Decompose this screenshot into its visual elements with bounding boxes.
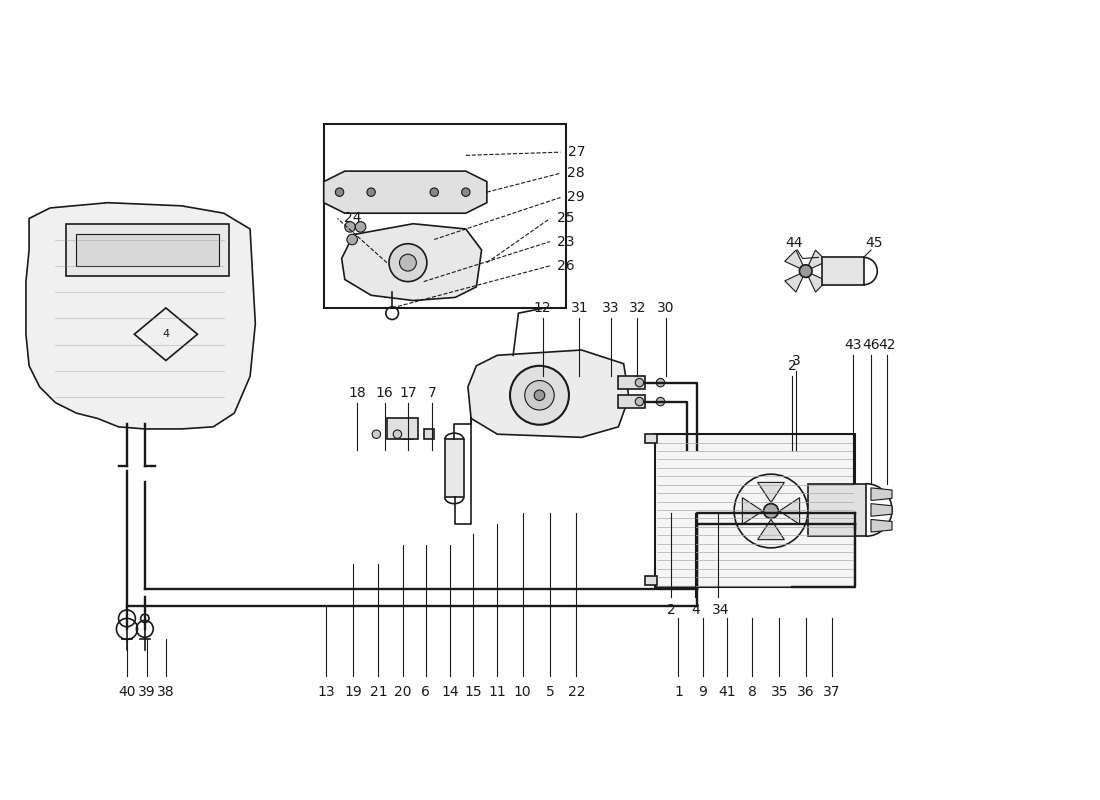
Polygon shape [871,488,892,501]
Text: 22: 22 [568,685,585,699]
Text: 28: 28 [568,166,585,180]
Polygon shape [871,504,892,516]
Bar [645,576,658,585]
Polygon shape [780,498,800,524]
Polygon shape [871,519,892,532]
Circle shape [336,188,343,196]
Text: 15: 15 [464,685,482,699]
Text: 25: 25 [557,211,574,226]
Text: 12: 12 [534,301,551,315]
Text: 4: 4 [691,603,700,617]
Polygon shape [758,519,784,540]
Polygon shape [805,250,827,271]
Text: 23: 23 [557,234,574,249]
Polygon shape [805,271,827,292]
Bar [424,429,434,439]
Circle shape [535,390,544,401]
Circle shape [510,366,569,425]
Text: 4: 4 [163,330,169,339]
Text: 24: 24 [344,211,362,226]
Polygon shape [742,498,762,524]
Bar [645,434,658,442]
Circle shape [346,234,358,245]
Bar [387,418,418,439]
Text: 46: 46 [862,338,880,352]
Text: 37: 37 [823,685,840,699]
Circle shape [389,244,427,282]
Text: 33: 33 [603,301,619,315]
Circle shape [657,378,664,387]
Text: 3: 3 [792,354,801,367]
Circle shape [635,398,643,406]
Text: 26: 26 [557,259,574,273]
Text: 6: 6 [421,685,430,699]
Circle shape [355,222,366,232]
Text: 21: 21 [370,685,387,699]
Text: 19: 19 [344,685,362,699]
Bar [323,124,565,308]
Circle shape [763,504,779,518]
Text: 18: 18 [349,386,366,400]
Text: 13: 13 [317,685,334,699]
Text: 29: 29 [568,190,585,205]
Circle shape [657,398,664,406]
Text: 2: 2 [788,358,796,373]
Polygon shape [784,271,805,292]
Circle shape [525,381,554,410]
Circle shape [367,188,375,196]
Polygon shape [784,250,805,271]
Text: 16: 16 [376,386,394,400]
Text: 14: 14 [441,685,459,699]
Text: 34: 34 [712,603,729,617]
Text: 11: 11 [488,685,506,699]
Text: 45: 45 [866,236,883,250]
Polygon shape [758,482,784,502]
Circle shape [399,254,417,271]
Bar [444,439,464,498]
Text: 40: 40 [118,685,135,699]
Text: 10: 10 [514,685,531,699]
Text: 31: 31 [571,301,588,315]
Text: 27: 27 [568,145,585,159]
Bar [822,258,864,285]
Text: 41: 41 [718,685,736,699]
Bar [618,376,645,389]
Text: 39: 39 [139,685,156,699]
Circle shape [393,430,402,438]
Circle shape [635,378,643,387]
Polygon shape [26,202,255,429]
Text: 42: 42 [878,338,895,352]
Polygon shape [342,224,482,301]
Bar [403,429,414,439]
Circle shape [344,222,355,232]
Text: 17: 17 [399,386,417,400]
Text: 1: 1 [674,685,683,699]
Text: 38: 38 [157,685,175,699]
Polygon shape [323,171,487,214]
Text: 5: 5 [546,685,554,699]
Bar [76,234,219,266]
Bar [807,484,866,536]
Text: 30: 30 [657,301,674,315]
Circle shape [800,265,812,278]
Circle shape [430,188,439,196]
Circle shape [372,430,381,438]
Text: 36: 36 [796,685,814,699]
Text: 7: 7 [428,386,437,400]
Text: 32: 32 [628,301,646,315]
Polygon shape [468,350,629,438]
Bar [618,395,645,408]
Text: 44: 44 [785,236,803,250]
Text: 8: 8 [748,685,757,699]
Text: 43: 43 [845,338,861,352]
Text: 20: 20 [394,685,411,699]
Bar [66,224,229,276]
Circle shape [462,188,470,196]
Text: 9: 9 [698,685,707,699]
Bar [656,434,855,586]
Text: 35: 35 [771,685,789,699]
Text: 2: 2 [667,603,675,617]
